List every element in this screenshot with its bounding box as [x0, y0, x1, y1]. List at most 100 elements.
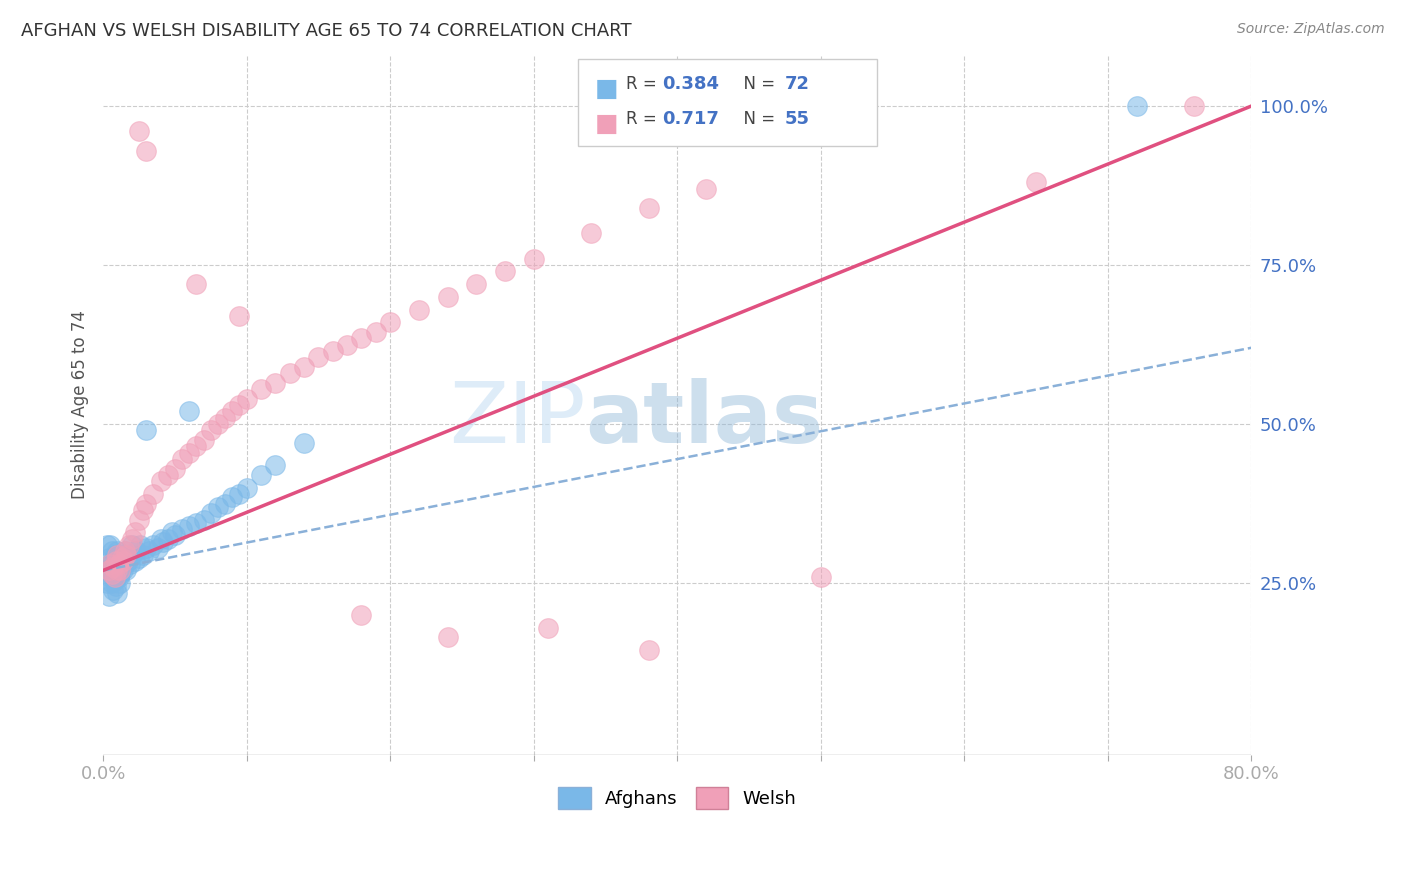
- Point: [112, 563, 135, 577]
- Point: [128, 124, 150, 138]
- Point: [207, 417, 229, 431]
- Point: [579, 227, 602, 241]
- Point: [142, 538, 165, 552]
- Point: [235, 392, 257, 406]
- Point: [810, 570, 832, 584]
- Point: [364, 325, 387, 339]
- Point: [118, 538, 141, 552]
- Text: R =: R =: [626, 110, 662, 128]
- Point: [163, 461, 186, 475]
- Point: [124, 554, 146, 568]
- Point: [107, 544, 129, 558]
- Point: [100, 544, 122, 558]
- Point: [264, 458, 287, 473]
- Point: [121, 538, 143, 552]
- Text: 0.384: 0.384: [662, 75, 720, 93]
- Point: [637, 201, 659, 215]
- Point: [193, 512, 215, 526]
- Point: [1182, 99, 1205, 113]
- Point: [105, 554, 128, 568]
- Point: [135, 497, 157, 511]
- Point: [121, 532, 143, 546]
- Point: [214, 497, 236, 511]
- Point: [307, 351, 329, 365]
- Point: [278, 366, 301, 380]
- Point: [100, 566, 122, 581]
- Text: N =: N =: [733, 110, 780, 128]
- Point: [112, 548, 135, 562]
- Point: [336, 337, 359, 351]
- Point: [104, 573, 127, 587]
- Text: ■: ■: [595, 112, 619, 136]
- Point: [350, 331, 373, 345]
- Point: [128, 512, 150, 526]
- Point: [135, 144, 157, 158]
- Point: [228, 398, 250, 412]
- Point: [110, 563, 132, 577]
- Point: [494, 264, 516, 278]
- Point: [186, 439, 208, 453]
- Point: [108, 570, 131, 584]
- Point: [186, 277, 208, 292]
- Point: [380, 315, 402, 329]
- Point: [101, 570, 124, 584]
- Point: [104, 570, 127, 584]
- Point: [107, 570, 129, 584]
- Point: [156, 468, 179, 483]
- Point: [97, 589, 120, 603]
- Point: [1025, 175, 1047, 189]
- Point: [105, 550, 128, 565]
- Point: [96, 538, 118, 552]
- Point: [132, 503, 155, 517]
- Point: [135, 424, 157, 438]
- Point: [465, 277, 488, 292]
- Point: [637, 643, 659, 657]
- Point: [170, 522, 193, 536]
- Text: ZIP: ZIP: [449, 377, 585, 460]
- Point: [94, 563, 117, 577]
- Point: [101, 582, 124, 597]
- Point: [98, 570, 121, 584]
- Point: [200, 506, 222, 520]
- Point: [107, 548, 129, 562]
- Point: [200, 424, 222, 438]
- Point: [121, 548, 143, 562]
- Text: 72: 72: [785, 75, 810, 93]
- Point: [695, 182, 717, 196]
- Point: [163, 528, 186, 542]
- Text: ■: ■: [595, 77, 619, 101]
- Point: [101, 560, 124, 574]
- Point: [117, 554, 139, 568]
- Point: [156, 532, 179, 546]
- Point: [250, 468, 273, 483]
- Point: [125, 544, 148, 558]
- Point: [98, 538, 121, 552]
- Point: [1125, 99, 1147, 113]
- Point: [107, 563, 129, 577]
- Point: [105, 566, 128, 581]
- Point: [132, 548, 155, 562]
- Point: [97, 563, 120, 577]
- Point: [292, 359, 315, 374]
- Point: [436, 630, 458, 644]
- Point: [292, 436, 315, 450]
- Point: [129, 538, 152, 552]
- Point: [124, 525, 146, 540]
- Point: [101, 554, 124, 568]
- Point: [108, 557, 131, 571]
- Point: [100, 576, 122, 591]
- Point: [114, 544, 136, 558]
- Point: [146, 541, 169, 556]
- Point: [96, 576, 118, 591]
- Point: [118, 550, 141, 565]
- Point: [350, 607, 373, 622]
- Point: [111, 560, 134, 574]
- Point: [149, 532, 172, 546]
- Point: [160, 525, 183, 540]
- Point: [104, 557, 127, 571]
- Point: [104, 548, 127, 562]
- Point: [111, 550, 134, 565]
- Y-axis label: Disability Age 65 to 74: Disability Age 65 to 74: [72, 310, 89, 500]
- Point: [105, 579, 128, 593]
- Point: [179, 404, 201, 418]
